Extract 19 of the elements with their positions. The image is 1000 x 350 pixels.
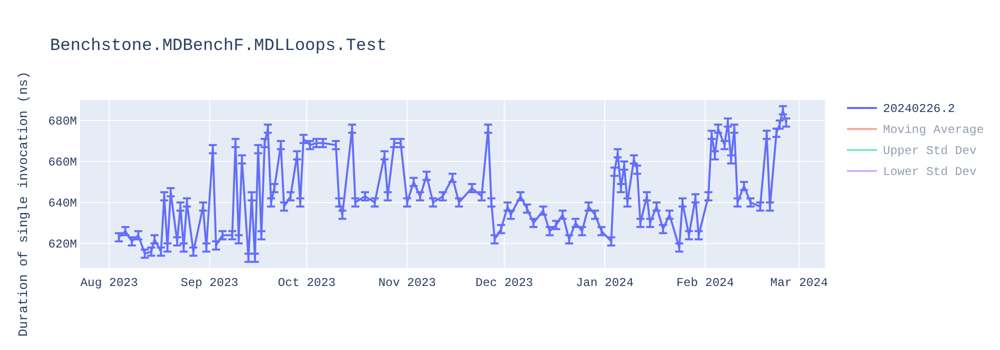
y-axis-title: Duration of single invocation (ns) xyxy=(16,71,31,337)
y-tick-label: 660M xyxy=(48,155,77,170)
legend-label: Moving Average xyxy=(883,123,984,137)
legend-label: Lower Std Dev xyxy=(883,165,977,179)
x-tick-label: Feb 2024 xyxy=(676,276,734,290)
y-tick-label: 680M xyxy=(48,114,77,128)
x-tick-label: Jan 2024 xyxy=(576,276,634,290)
x-tick-label: Aug 2023 xyxy=(80,276,138,290)
x-tick-label: Sep 2023 xyxy=(180,276,238,290)
chart-title: Benchstone.MDBenchF.MDLLoops.Test xyxy=(50,37,387,56)
x-tick-label: Dec 2023 xyxy=(476,276,534,290)
x-tick-label: Mar 2024 xyxy=(770,276,828,290)
x-tick-label: Oct 2023 xyxy=(278,276,336,290)
x-tick-label: Nov 2023 xyxy=(378,276,436,290)
legend-label: 20240226.2 xyxy=(883,102,956,116)
y-tick-label: 620M xyxy=(48,237,77,252)
line-series xyxy=(118,109,788,259)
y-tick-label: 640M xyxy=(48,196,77,210)
legend-label: Upper Std Dev xyxy=(883,144,977,158)
